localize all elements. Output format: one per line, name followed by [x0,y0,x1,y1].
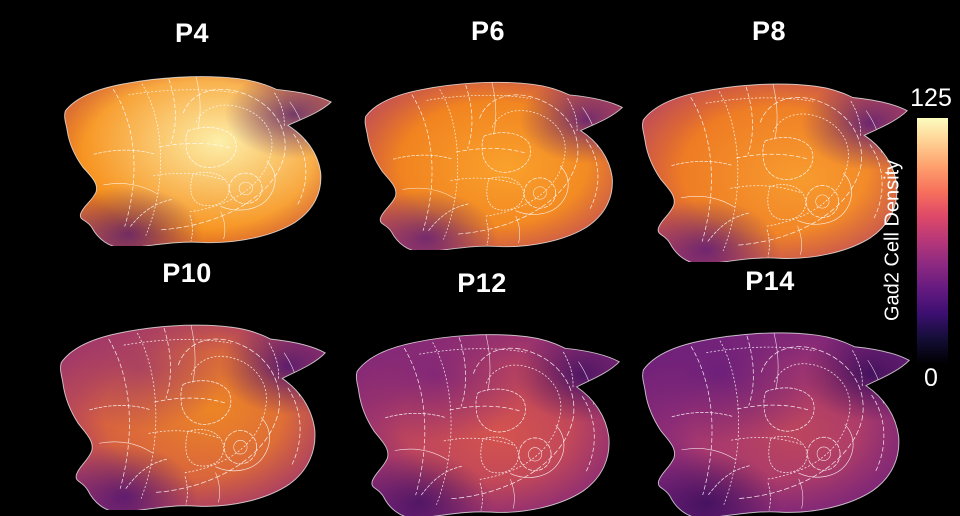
panel-title-p10: P10 [162,258,212,288]
flatmap-panel-p4: P4 [46,18,338,246]
colorbar-max-tick-label: 125 [910,84,952,112]
colorbar-gradient [917,118,948,363]
colorbar-min-tick-label: 0 [924,364,938,392]
flatmap-heatmap-p12 [355,334,620,516]
flatmap-panel-p6: P6 [346,16,630,250]
panel-title-p8: P8 [751,16,787,46]
panel-title-p14: P14 [745,266,795,296]
flatmap-panel-p12: P12 [338,268,626,516]
flatmap-heatmap-p4 [64,76,332,246]
flatmap-heatmap-p6 [364,81,623,250]
flatmap-heatmap-p8 [642,83,908,262]
flatmap-heatmap-p10 [60,324,326,510]
panel-title-p12: P12 [457,268,507,298]
flatmap-panel-p14: P14 [624,266,916,516]
flatmap-panel-p10: P10 [42,258,332,510]
flatmap-panel-p8: P8 [624,16,914,262]
panel-title-p6: P6 [470,16,506,46]
flatmap-heatmap-p14 [642,332,910,516]
panel-title-p4: P4 [174,18,210,48]
colorbar-axis-label: Gad2 Cell Density [881,159,904,322]
